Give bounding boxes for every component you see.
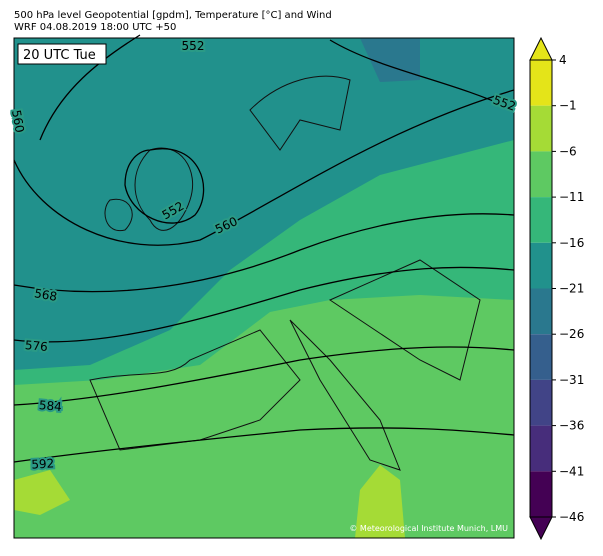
contour-label: 584 [38,398,62,414]
credit: © Meteorological Institute Munich, LMU [349,524,508,533]
contour [13,266,515,343]
contour [124,148,205,224]
coastline [89,75,481,471]
extend-top [529,36,553,61]
contour-label: 552 [182,39,205,53]
map-frame [13,37,515,539]
extend-bottom [529,516,553,541]
tick-label: −21 [559,282,584,296]
contour [13,213,515,293]
contour-label: 576 [24,338,48,354]
field-warm [355,465,405,538]
colorbar-bin [530,60,552,106]
contour [13,427,515,463]
contour-label: 560 [9,109,27,134]
contour [13,346,515,406]
tick-label: −46 [559,510,584,524]
colorbar-bin [530,379,552,426]
contour-label: 568 [33,286,58,304]
tick-label: −16 [559,236,584,250]
map: 20 UTC Tue © Meteorological Institute Mu… [13,34,515,539]
colorbar-bin [530,334,552,380]
colorbar-bin [530,288,552,335]
tick-label: −36 [559,419,584,433]
colorbar-bin [530,242,552,289]
tick-label: 4 [559,53,567,67]
contour-label: 592 [31,456,55,471]
colorbar-bin [530,105,552,152]
time-box [17,43,107,65]
field-warm [14,470,70,515]
tick-label: −6 [559,144,577,158]
contour [39,34,141,141]
tick-label: −31 [559,373,584,387]
colorbar: 4 −1 −6 −11 −16 −21 −26 −31 −36 −41 −46 [529,36,584,541]
colorbar-bin [530,471,552,517]
colorbar-bin [530,425,552,472]
tick-label: −41 [559,464,584,478]
subtitle: WRF 04.08.2019 18:00 UTC +50 [14,22,176,33]
title: 500 hPa level Geopotential [gpdm], Tempe… [14,10,332,21]
colorbar-bin [530,197,552,243]
time-label: 20 UTC Tue [23,48,96,63]
colorbar-bin [530,151,552,198]
contour [329,39,515,111]
contour [13,89,515,246]
tick-label: −11 [559,190,584,204]
tick-label: −1 [559,99,577,113]
tick-label: −26 [559,327,584,341]
